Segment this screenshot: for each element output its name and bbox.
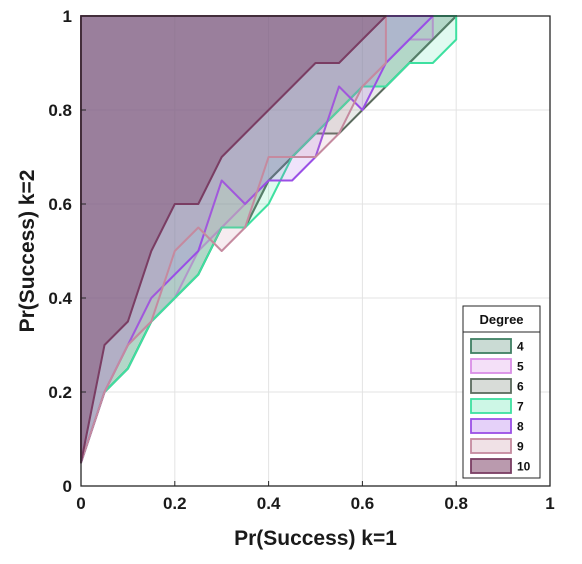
legend-swatch-4 <box>470 338 512 354</box>
series-area-10 <box>80 15 387 464</box>
y-tick-label: 0.6 <box>48 195 72 214</box>
legend-swatch-9 <box>470 438 512 454</box>
series-area-7 <box>80 15 458 464</box>
y-tick-label: 0.4 <box>48 289 72 308</box>
x-tick-label: 1 <box>545 494 554 513</box>
legend-swatch-8 <box>470 418 512 434</box>
x-tick-label: 0.4 <box>257 494 281 513</box>
axis-ticks: 0 0.2 0.4 0.6 0.8 100.20.40.60.81 <box>48 7 554 513</box>
legend-box <box>462 305 541 479</box>
y-tick-label: 0.8 <box>48 101 72 120</box>
legend-label-10: 10 <box>517 460 531 474</box>
legend-items: 4 5 6 7 8 9 10 <box>470 338 531 474</box>
y-tick-label: 0.2 <box>48 383 72 402</box>
series-area-8 <box>80 15 434 464</box>
x-tick-label: 0.6 <box>351 494 375 513</box>
y-axis-label: Pr(Success) k=2 <box>16 170 39 333</box>
legend: Degree 4 5 6 7 8 9 10 <box>462 305 541 479</box>
x-tick-label: 0.8 <box>444 494 468 513</box>
legend-swatch-10 <box>470 458 512 474</box>
x-axis-label: Pr(Success) k=1 <box>234 527 397 550</box>
legend-label-7: 7 <box>517 400 524 414</box>
plot-frame <box>80 15 551 487</box>
x-tick-label: 0.2 <box>163 494 187 513</box>
legend-swatch-7 <box>470 398 512 414</box>
y-tick-label: 0 <box>63 477 72 496</box>
legend-label-4: 4 <box>517 340 524 354</box>
legend-label-8: 8 <box>517 420 524 434</box>
legend-label-6: 6 <box>517 380 524 394</box>
legend-label-5: 5 <box>517 360 524 374</box>
legend-swatch-6 <box>470 378 512 394</box>
legend-swatch-5 <box>470 358 512 374</box>
x-tick-label: 0 <box>76 494 85 513</box>
legend-label-9: 9 <box>517 440 524 454</box>
y-tick-label: 1 <box>63 7 72 26</box>
series-area-9 <box>80 15 387 464</box>
series-areas <box>80 15 458 464</box>
legend-title: Degree <box>479 312 523 327</box>
